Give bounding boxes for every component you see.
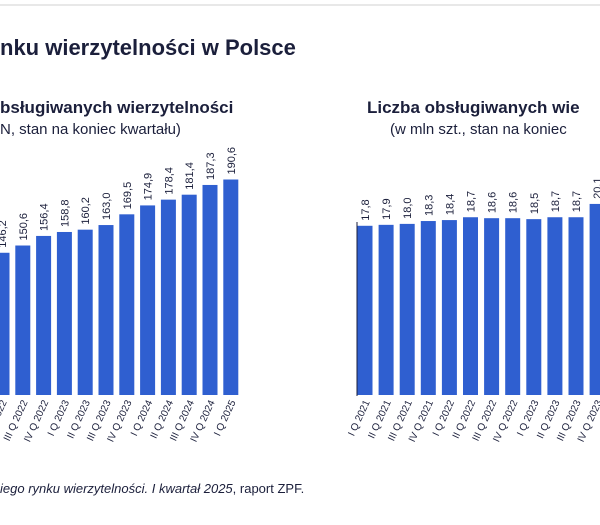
bar xyxy=(568,217,584,395)
value-label: 187,3 xyxy=(205,152,217,180)
value-label: 18,0 xyxy=(402,197,414,218)
page-title: nku wierzytelności w Polsce xyxy=(0,35,296,60)
bar xyxy=(505,218,521,395)
bar xyxy=(140,205,156,395)
value-label: 18,7 xyxy=(571,191,583,212)
bar xyxy=(0,252,10,395)
bar xyxy=(98,225,114,395)
footer-italic: iego rynku wierzytelności. I kwartał 202… xyxy=(0,481,233,496)
bar xyxy=(56,231,72,395)
bar xyxy=(463,217,478,395)
bar xyxy=(119,214,135,395)
bar xyxy=(15,245,31,395)
value-label: 174,9 xyxy=(143,173,155,201)
value-label: 146,2 xyxy=(0,220,9,248)
chart-subtitle: N, stan na koniec kwartału) xyxy=(0,121,181,138)
bar xyxy=(223,179,239,395)
value-label: 18,3 xyxy=(423,195,435,216)
value-label: 169,5 xyxy=(122,182,134,210)
bar xyxy=(160,199,176,395)
value-label: 181,4 xyxy=(184,162,196,190)
value-label: 18,4 xyxy=(444,194,456,215)
value-label: 178,4 xyxy=(163,167,175,195)
footer: iego rynku wierzytelności. I kwartał 202… xyxy=(0,481,304,496)
value-label: 17,9 xyxy=(381,198,393,219)
value-label: 156,4 xyxy=(39,203,51,231)
bar xyxy=(420,221,436,395)
bar xyxy=(526,219,542,395)
bar xyxy=(202,184,218,395)
footer-text: , raport ZPF. xyxy=(233,481,305,496)
bar xyxy=(547,217,563,395)
bar xyxy=(378,224,394,395)
bar xyxy=(484,218,500,395)
chart-title: bsługiwanych wierzytelności xyxy=(0,98,233,117)
bar xyxy=(589,203,600,395)
value-label: 17,8 xyxy=(360,199,372,220)
value-label: 160,2 xyxy=(80,197,92,225)
bar xyxy=(399,223,415,395)
bar xyxy=(441,220,457,395)
bar xyxy=(77,229,93,395)
value-label: 18,6 xyxy=(508,192,520,213)
value-label: 163,0 xyxy=(101,193,113,221)
value-label: 18,5 xyxy=(529,193,541,214)
value-label: 18,7 xyxy=(466,191,478,212)
bar xyxy=(181,194,197,395)
value-label: 18,7 xyxy=(550,191,562,212)
bar xyxy=(36,235,52,395)
value-label: 18,6 xyxy=(487,192,499,213)
bar xyxy=(357,225,373,395)
chart-title: Liczba obsługiwanych wie xyxy=(367,98,580,117)
value-label: 20,1 xyxy=(592,178,600,199)
chart-subtitle: (w mln szt., stan na koniec xyxy=(390,121,567,138)
value-label: 158,8 xyxy=(59,199,71,227)
value-label: 190,6 xyxy=(226,147,238,175)
value-label: 150,6 xyxy=(18,213,30,241)
